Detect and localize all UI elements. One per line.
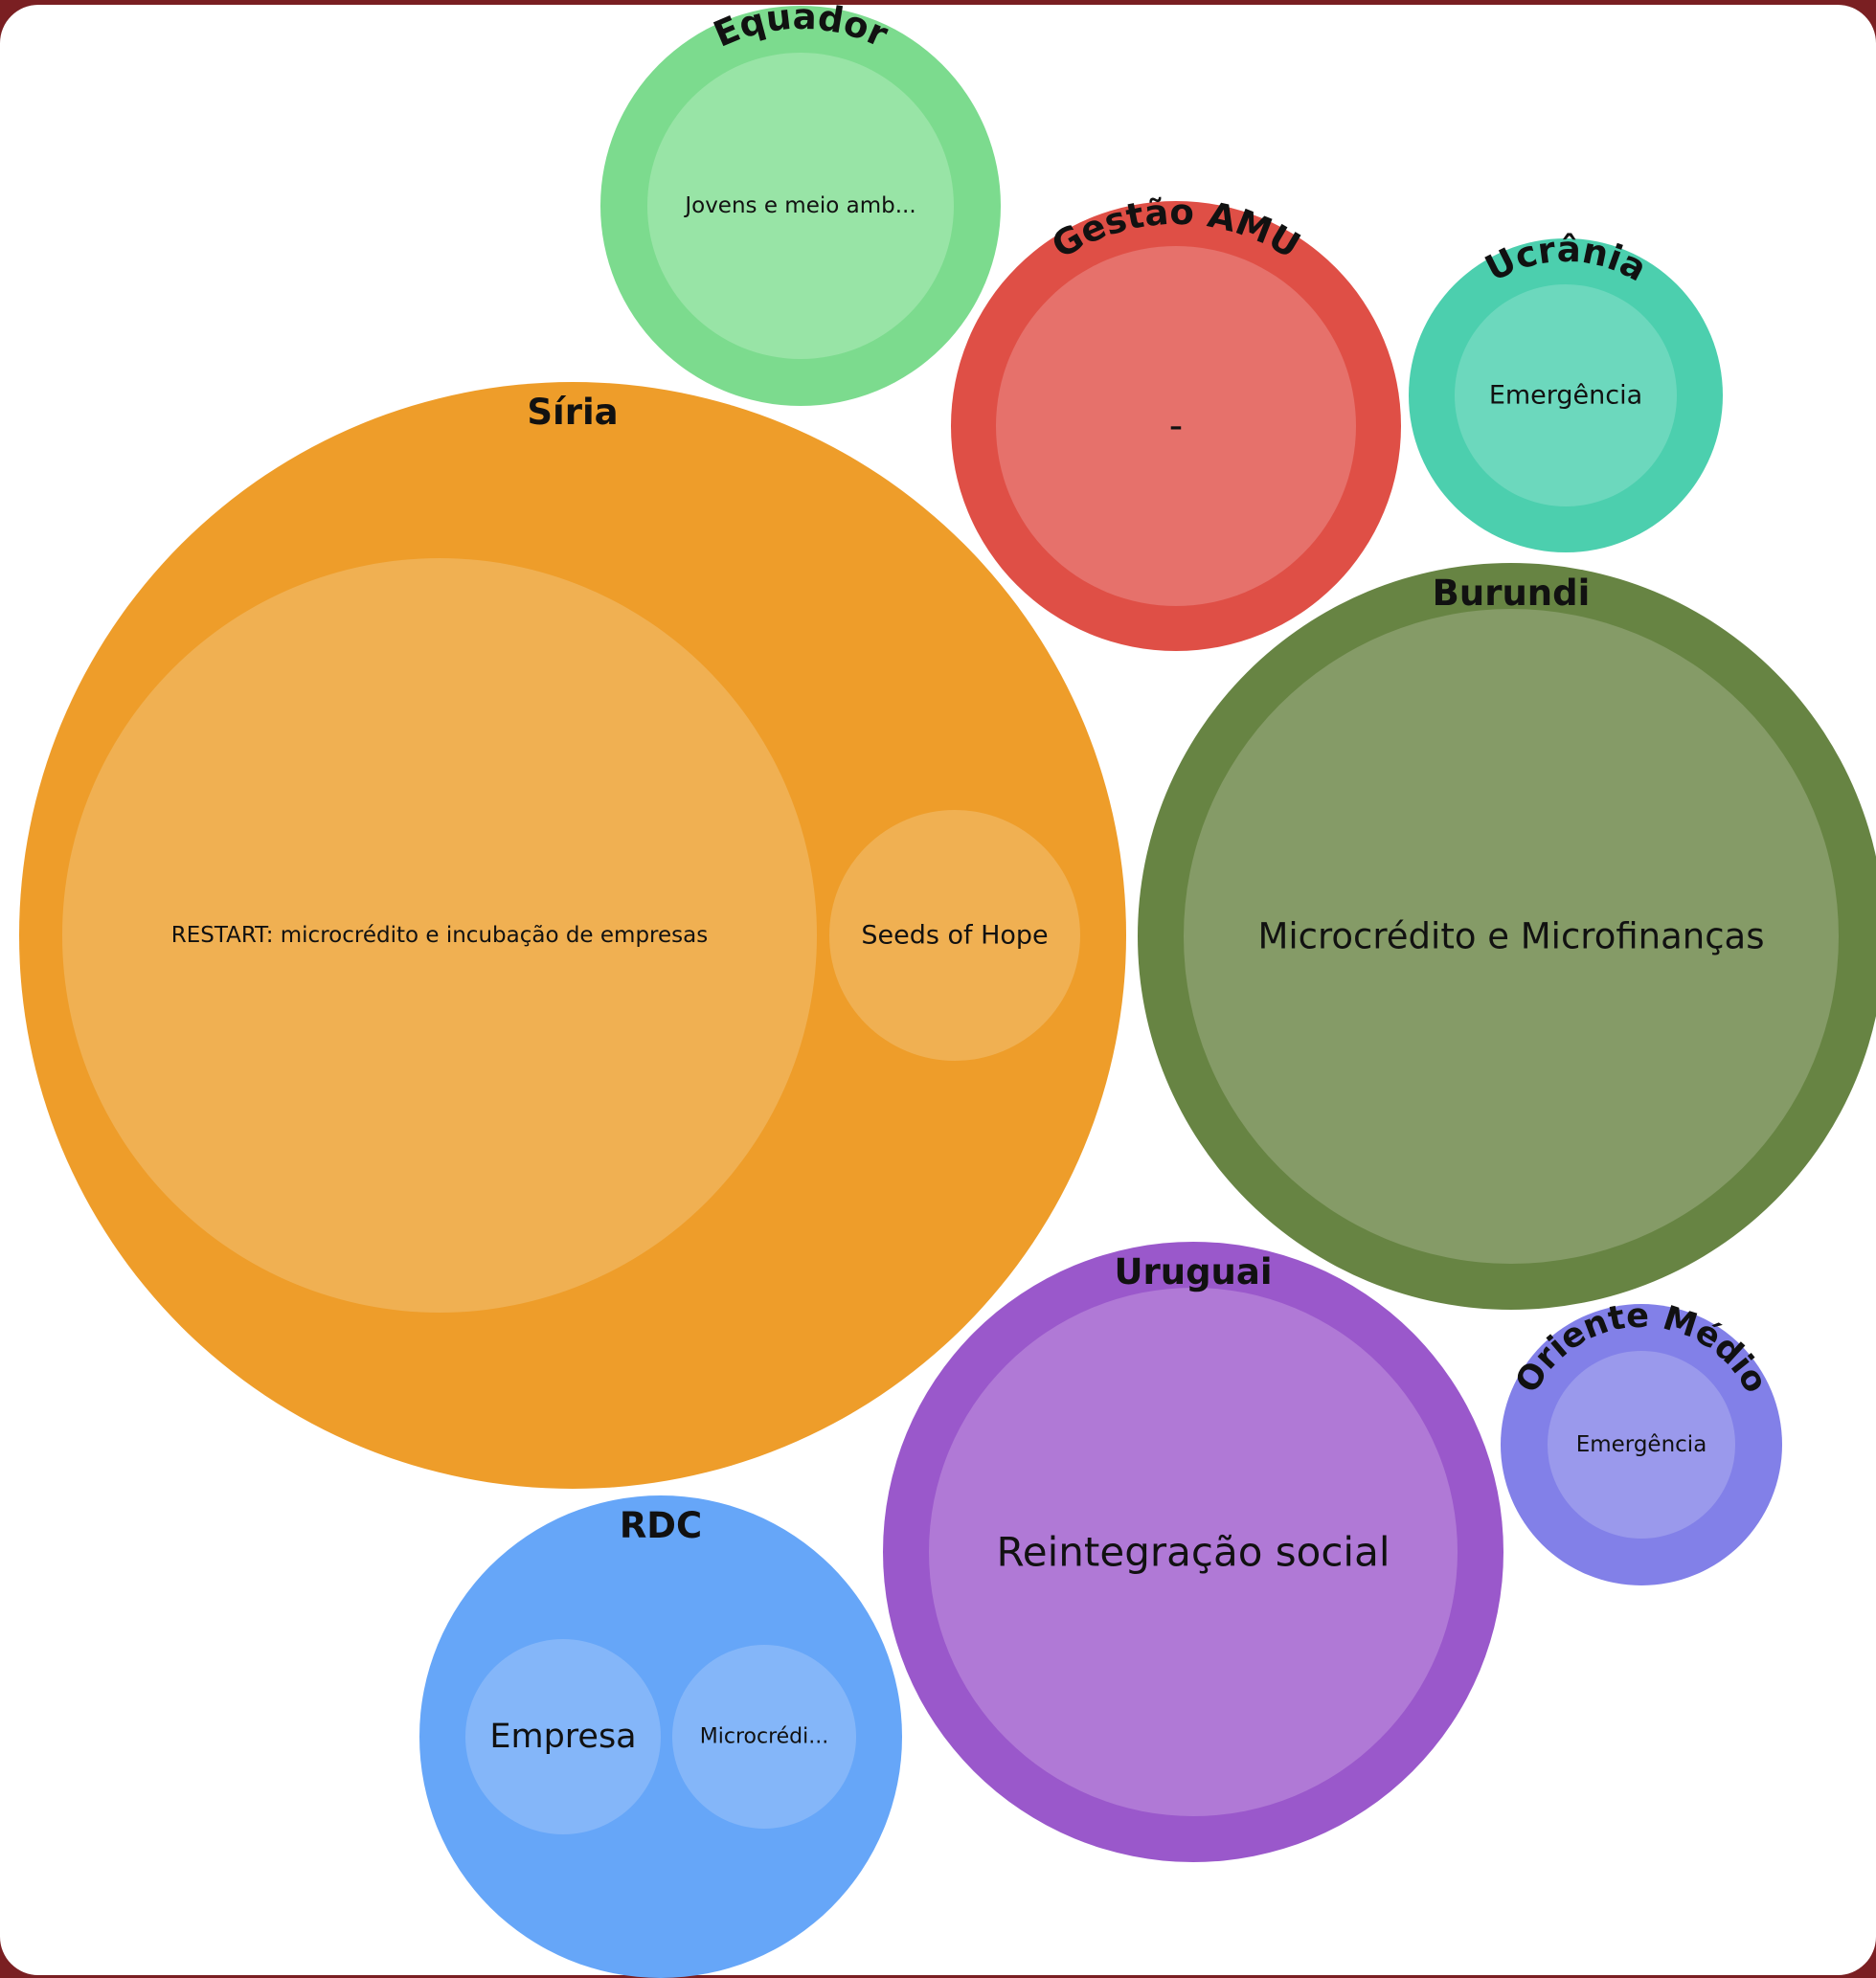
bubble-group-burundi[interactable]: Microcrédito e Microfinanças Burundi: [1138, 563, 1876, 1310]
leaf-label-equador-jovens: Jovens e meio amb...: [683, 193, 915, 218]
bubble-group-uruguai[interactable]: Reintegração social Uruguai: [883, 1242, 1503, 1862]
inner-circle-burundi-micro[interactable]: [1184, 609, 1839, 1264]
leaf-label-siria-seeds: Seeds of Hope: [861, 921, 1048, 951]
inner-circle-siria-restart[interactable]: [62, 558, 817, 1313]
leaf-label-uruguai-reint: Reintegração social: [996, 1529, 1390, 1576]
leaf-label-burundi-micro: Microcrédito e Microfinanças: [1257, 916, 1764, 957]
inner-circle-ucrania-emergencia[interactable]: [1455, 284, 1677, 506]
group-label-rdc: RDC: [620, 1505, 702, 1546]
bubble-group-gestao[interactable]: -Gestão AMU: [951, 191, 1401, 651]
inner-circle-gestao-dash[interactable]: [996, 246, 1356, 606]
bubble-group-rdc[interactable]: Empresa Microcrédi... RDC: [419, 1495, 902, 1978]
inner-circle-equador-jovens[interactable]: [647, 53, 954, 359]
leaf-label-oriente-emergencia: Emergência: [1576, 1432, 1707, 1457]
inner-circle-rdc-micro[interactable]: [672, 1645, 856, 1829]
group-label-uruguai: Uruguai: [1114, 1251, 1272, 1292]
group-label-siria: Síria: [527, 392, 618, 433]
leaf-label-rdc-micro: Microcrédi...: [700, 1725, 828, 1749]
inner-circle-oriente-emergencia[interactable]: [1548, 1351, 1735, 1539]
bubbles-layer: RESTART: microcrédito e incubação de emp…: [19, 0, 1876, 1978]
inner-circle-rdc-empresa[interactable]: [465, 1639, 661, 1834]
inner-circle-uruguai-reint[interactable]: [929, 1288, 1458, 1816]
leaf-label-siria-restart: RESTART: microcrédito e incubação de emp…: [171, 923, 708, 948]
leaf-label-rdc-empresa: Empresa: [489, 1718, 636, 1756]
bubble-group-siria[interactable]: RESTART: microcrédito e incubação de emp…: [19, 382, 1126, 1489]
group-label-burundi: Burundi: [1433, 573, 1591, 614]
inner-circle-siria-seeds[interactable]: [829, 810, 1080, 1061]
leaf-label-ucrania-emergencia: Emergência: [1489, 381, 1642, 411]
leaf-label-gestao-dash: -: [1169, 404, 1183, 448]
bubble-group-equador[interactable]: Jovens e meio amb...Equador: [600, 0, 1001, 406]
